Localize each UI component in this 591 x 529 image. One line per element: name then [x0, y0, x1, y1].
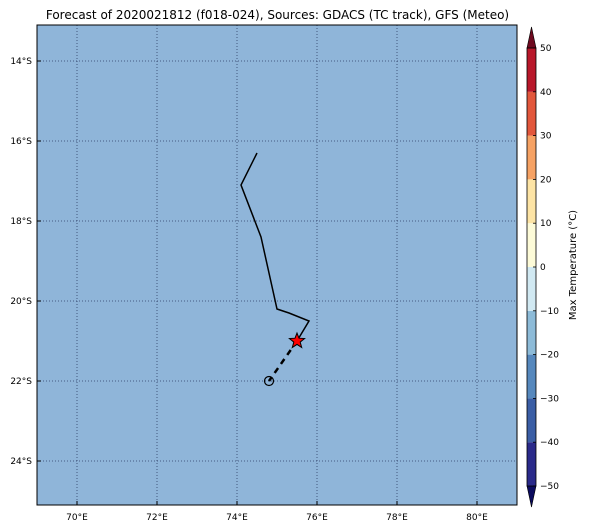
- colorbar-tick-label: 0: [540, 263, 546, 273]
- colorbar-extend-min: [526, 485, 537, 508]
- colorbar-band: [527, 310, 536, 355]
- x-tick-label: 72°E: [146, 513, 168, 523]
- map-background: [37, 25, 517, 505]
- x-tick-label: 76°E: [306, 513, 328, 523]
- y-tick-label: 14°S: [10, 57, 32, 67]
- x-tick-label: 80°E: [466, 513, 488, 523]
- x-tick-label: 78°E: [386, 513, 408, 523]
- colorbar-band: [527, 91, 536, 136]
- colorbar-extend-max: [526, 26, 537, 49]
- y-tick-label: 24°S: [10, 457, 32, 467]
- y-tick-label: 18°S: [10, 217, 32, 227]
- colorbar-band: [527, 223, 536, 267]
- colorbar-band: [527, 135, 536, 180]
- colorbar-tick-label: 40: [540, 88, 552, 98]
- colorbar-label: Max Temperature (°C): [568, 210, 579, 320]
- colorbar-tick-label: 30: [540, 132, 552, 142]
- colorbar-band: [527, 354, 536, 399]
- y-tick-label: 16°S: [10, 137, 32, 147]
- colorbar-tick-label: 50: [540, 44, 552, 54]
- colorbar-band: [527, 179, 536, 224]
- colorbar-tick-label: −40: [540, 438, 559, 448]
- star-icon: [288, 331, 306, 349]
- colorbar-tick-label: −30: [540, 394, 559, 404]
- map-panel[interactable]: 70°E 72°E 74°E 76°E 78°E 80°E 14°S 16°S 18°S 20°S…: [10, 24, 518, 523]
- colorbar-tick-label: −10: [540, 307, 559, 317]
- colorbar-band: [527, 398, 536, 443]
- forecast-track-line: [267, 340, 299, 382]
- colorbar-tick-label: 10: [540, 219, 552, 229]
- map-title: Forecast of 2020021812 (f018-024), Sourc…: [45, 8, 510, 22]
- observed-track-line: [240, 152, 311, 342]
- y-tick-label: 22°S: [10, 377, 32, 387]
- colorbar-band: [527, 48, 536, 92]
- colorbar-band: [527, 267, 536, 311]
- circle-icon: [263, 375, 275, 387]
- colorbar: 50 40 30 20 10 0 −10 −20 −30 −40 −50 Max Temperatur…: [526, 26, 579, 508]
- colorbar-band: [527, 442, 536, 486]
- map-frame: [36, 24, 518, 506]
- x-tick-label: 74°E: [226, 513, 248, 523]
- colorbar-tick-label: −50: [540, 482, 559, 492]
- colorbar-tick-label: 20: [540, 175, 552, 185]
- colorbar-tick-label: −20: [540, 351, 559, 361]
- x-tick-label: 70°E: [66, 513, 88, 523]
- y-tick-label: 20°S: [10, 297, 32, 307]
